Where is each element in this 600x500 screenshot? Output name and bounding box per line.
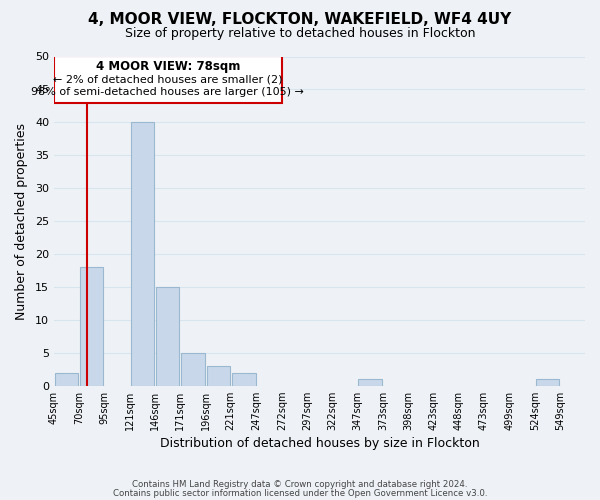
Bar [157,287,179,386]
Bar [358,379,382,386]
Bar [206,366,230,386]
Bar [181,353,205,386]
Bar [54,56,282,102]
Bar [536,379,559,386]
Text: Contains public sector information licensed under the Open Government Licence v3: Contains public sector information licen… [113,488,487,498]
Text: 98% of semi-detached houses are larger (105) →: 98% of semi-detached houses are larger (… [31,88,304,98]
Bar [55,372,78,386]
Text: 4 MOOR VIEW: 78sqm: 4 MOOR VIEW: 78sqm [95,60,240,73]
Text: Size of property relative to detached houses in Flockton: Size of property relative to detached ho… [125,28,475,40]
Text: ← 2% of detached houses are smaller (2): ← 2% of detached houses are smaller (2) [53,74,283,85]
Y-axis label: Number of detached properties: Number of detached properties [15,122,28,320]
Text: Contains HM Land Registry data © Crown copyright and database right 2024.: Contains HM Land Registry data © Crown c… [132,480,468,489]
Bar [131,122,154,386]
Bar [232,372,256,386]
X-axis label: Distribution of detached houses by size in Flockton: Distribution of detached houses by size … [160,437,479,450]
Text: 4, MOOR VIEW, FLOCKTON, WAKEFIELD, WF4 4UY: 4, MOOR VIEW, FLOCKTON, WAKEFIELD, WF4 4… [88,12,512,28]
Bar [80,267,103,386]
